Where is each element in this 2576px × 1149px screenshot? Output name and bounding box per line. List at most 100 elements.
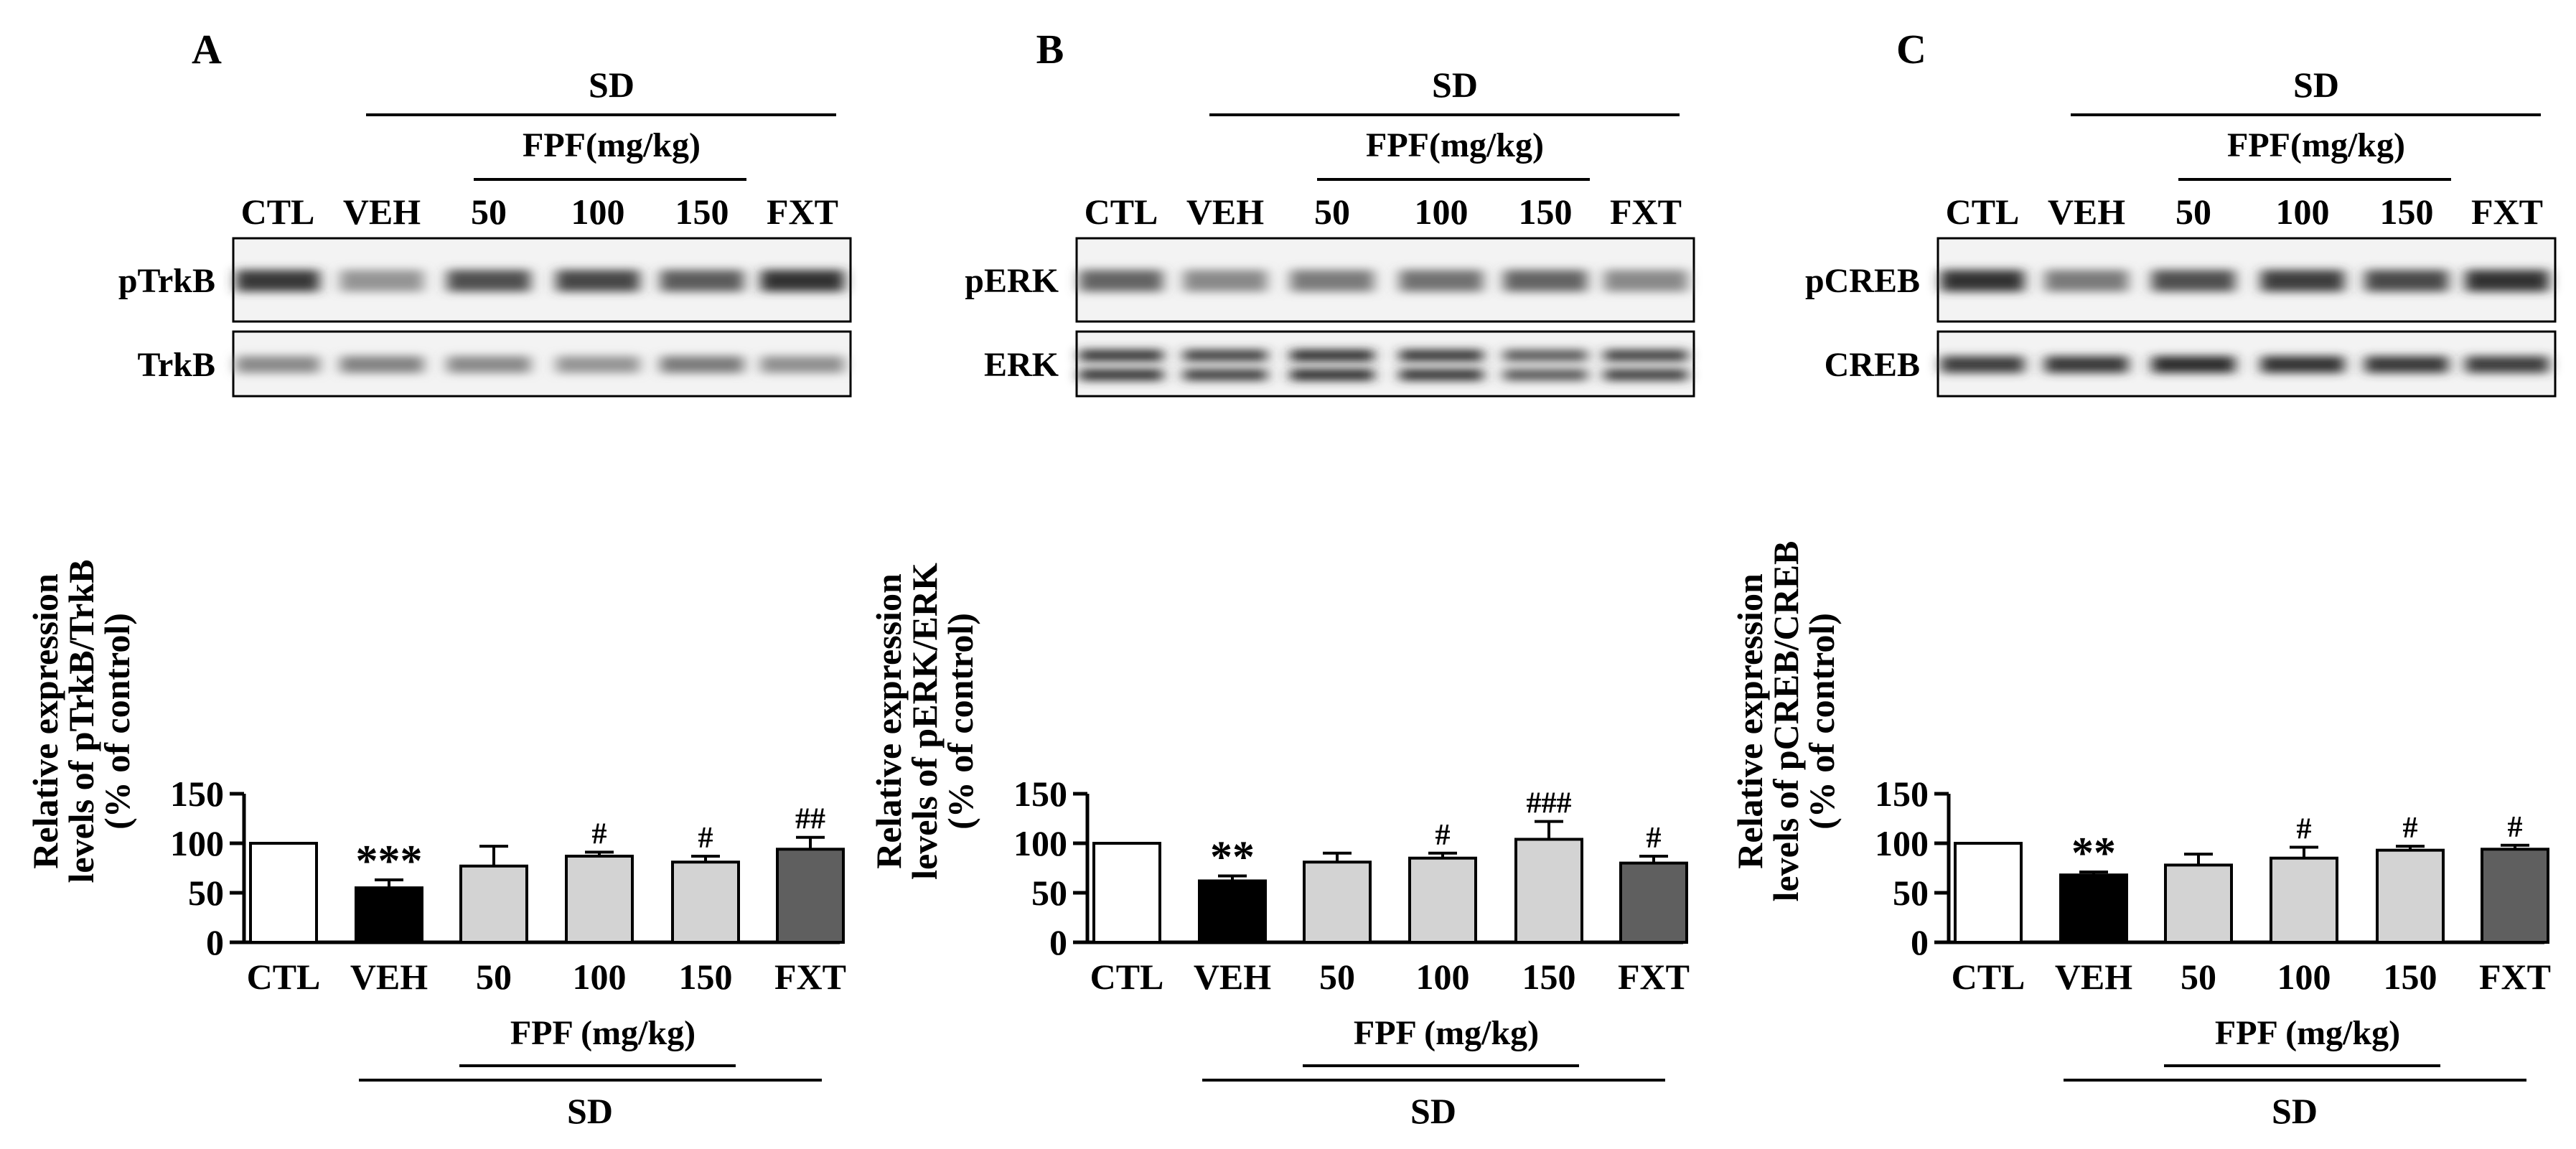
lane-label: CTL — [1946, 192, 2020, 232]
panel-letter: C — [1896, 26, 1926, 72]
blot-treatment-label: FPF(mg/kg) — [523, 126, 701, 164]
blot-group-label: SD — [2293, 65, 2339, 105]
x-tick-label: 100 — [1416, 957, 1470, 997]
significance-label: # — [698, 822, 713, 855]
blot-band — [1291, 369, 1374, 381]
blot-row-label: pTrkB — [118, 262, 215, 300]
blot-box — [232, 330, 852, 398]
x-tick-label: 150 — [1522, 957, 1576, 997]
x-tick-label: VEH — [2055, 957, 2132, 997]
bar — [1619, 861, 1688, 944]
y-tick-label: 50 — [188, 873, 224, 913]
blot-box — [232, 237, 852, 323]
bar — [1198, 879, 1267, 944]
lane-label: CTL — [1085, 192, 1158, 232]
lane-label: 100 — [2276, 192, 2330, 232]
significance-label: ### — [1527, 787, 1572, 820]
blot-band — [2465, 356, 2549, 373]
lane-label: 100 — [1415, 192, 1469, 232]
x-tick-label: CTL — [247, 957, 321, 997]
blot-band — [1079, 350, 1163, 362]
blot-band — [2152, 270, 2235, 292]
significance-label: # — [1435, 819, 1451, 852]
x-tick-label: FXT — [1618, 957, 1690, 997]
blot-row-label: TrkB — [138, 346, 215, 384]
blot-band — [1941, 270, 2024, 292]
y-axis-label: Relative expression — [1730, 573, 1770, 869]
lane-label: 50 — [471, 192, 507, 232]
blot-band — [1400, 270, 1483, 292]
blot-band — [1604, 270, 1687, 292]
blot-band — [1400, 369, 1483, 381]
bar — [1408, 856, 1477, 944]
blot-band — [2152, 356, 2235, 373]
bar — [1303, 860, 1372, 944]
bar — [2270, 856, 2338, 944]
lane-label: 50 — [1314, 192, 1350, 232]
blot-treatment-label: FPF(mg/kg) — [2227, 126, 2405, 164]
blot-band — [2045, 270, 2128, 292]
blot-box — [1936, 330, 2557, 398]
x-tick-label: 50 — [2181, 957, 2216, 997]
x-tick-label: CTL — [1952, 957, 2025, 997]
y-tick-label: 50 — [1893, 873, 1929, 913]
significance-label: ## — [795, 803, 825, 836]
blot-band — [1079, 369, 1163, 381]
bar — [671, 860, 740, 944]
blot-treatment-label: FPF(mg/kg) — [1366, 126, 1544, 164]
blot-band — [1291, 270, 1374, 292]
blot-band — [447, 270, 530, 292]
lane-label: 100 — [571, 192, 625, 232]
axis-treatment-label: FPF (mg/kg) — [510, 1014, 695, 1052]
blot-band — [2365, 356, 2448, 373]
y-axis-label: (% of control) — [1802, 613, 1842, 830]
panel-a: A SD FPF(mg/kg) CTL VEH 50 100 150 FXT pTrkB TrkB 0… — [25, 26, 852, 1131]
x-tick-label: 50 — [1319, 957, 1355, 997]
blot-box — [1075, 237, 1695, 323]
blot-band — [1604, 350, 1687, 362]
y-tick-label: 100 — [1013, 823, 1067, 863]
blot-band — [761, 356, 844, 373]
blot-row-label: pERK — [965, 262, 1059, 300]
x-tick-label: FXT — [2479, 957, 2551, 997]
bar — [459, 864, 528, 944]
lane-label: 150 — [2380, 192, 2434, 232]
bar — [1514, 838, 1583, 944]
blot-band — [1184, 350, 1267, 362]
blot-band — [2045, 356, 2128, 373]
blot-band — [1184, 369, 1267, 381]
lane-label: VEH — [343, 192, 421, 232]
blot-band — [1291, 350, 1374, 362]
significance-label: # — [1647, 822, 1662, 855]
axis-treatment-label: FPF (mg/kg) — [1354, 1014, 1539, 1052]
bar — [2059, 873, 2128, 944]
panel-b: B SD FPF(mg/kg) CTL VEH 50 100 150 FXT pERK ERK 0 50… — [868, 26, 1695, 1131]
y-tick-label: 0 — [1049, 922, 1067, 962]
bar — [355, 886, 423, 944]
blot-band — [2365, 270, 2448, 292]
significance-label: # — [2297, 813, 2312, 846]
blot-band — [761, 270, 844, 292]
y-tick-label: 0 — [206, 922, 224, 962]
panel-letter: B — [1036, 26, 1064, 72]
blot-band — [1504, 350, 1587, 362]
blot-band — [660, 270, 744, 292]
panel-letter: A — [192, 26, 222, 72]
blot-band — [1504, 369, 1587, 381]
blot-band — [2261, 270, 2344, 292]
blot-group-label: SD — [1432, 65, 1478, 105]
blot-band — [2261, 356, 2344, 373]
bar — [2481, 848, 2549, 944]
significance-label: # — [592, 817, 607, 850]
lane-label: 150 — [1519, 192, 1573, 232]
blot-row-label: CREB — [1825, 346, 1920, 384]
y-axis-label: levels of pCREB/CREB — [1766, 541, 1806, 902]
significance-label: # — [2403, 812, 2418, 845]
blot-band — [556, 270, 640, 292]
significance-label: ** — [1210, 833, 1255, 882]
blot-band — [1604, 369, 1687, 381]
axis-group-label: SD — [2272, 1091, 2318, 1131]
y-axis-label: levels of pTrkB/TrkB — [61, 560, 101, 883]
x-tick-label: VEH — [1194, 957, 1271, 997]
blot-band — [340, 356, 423, 373]
